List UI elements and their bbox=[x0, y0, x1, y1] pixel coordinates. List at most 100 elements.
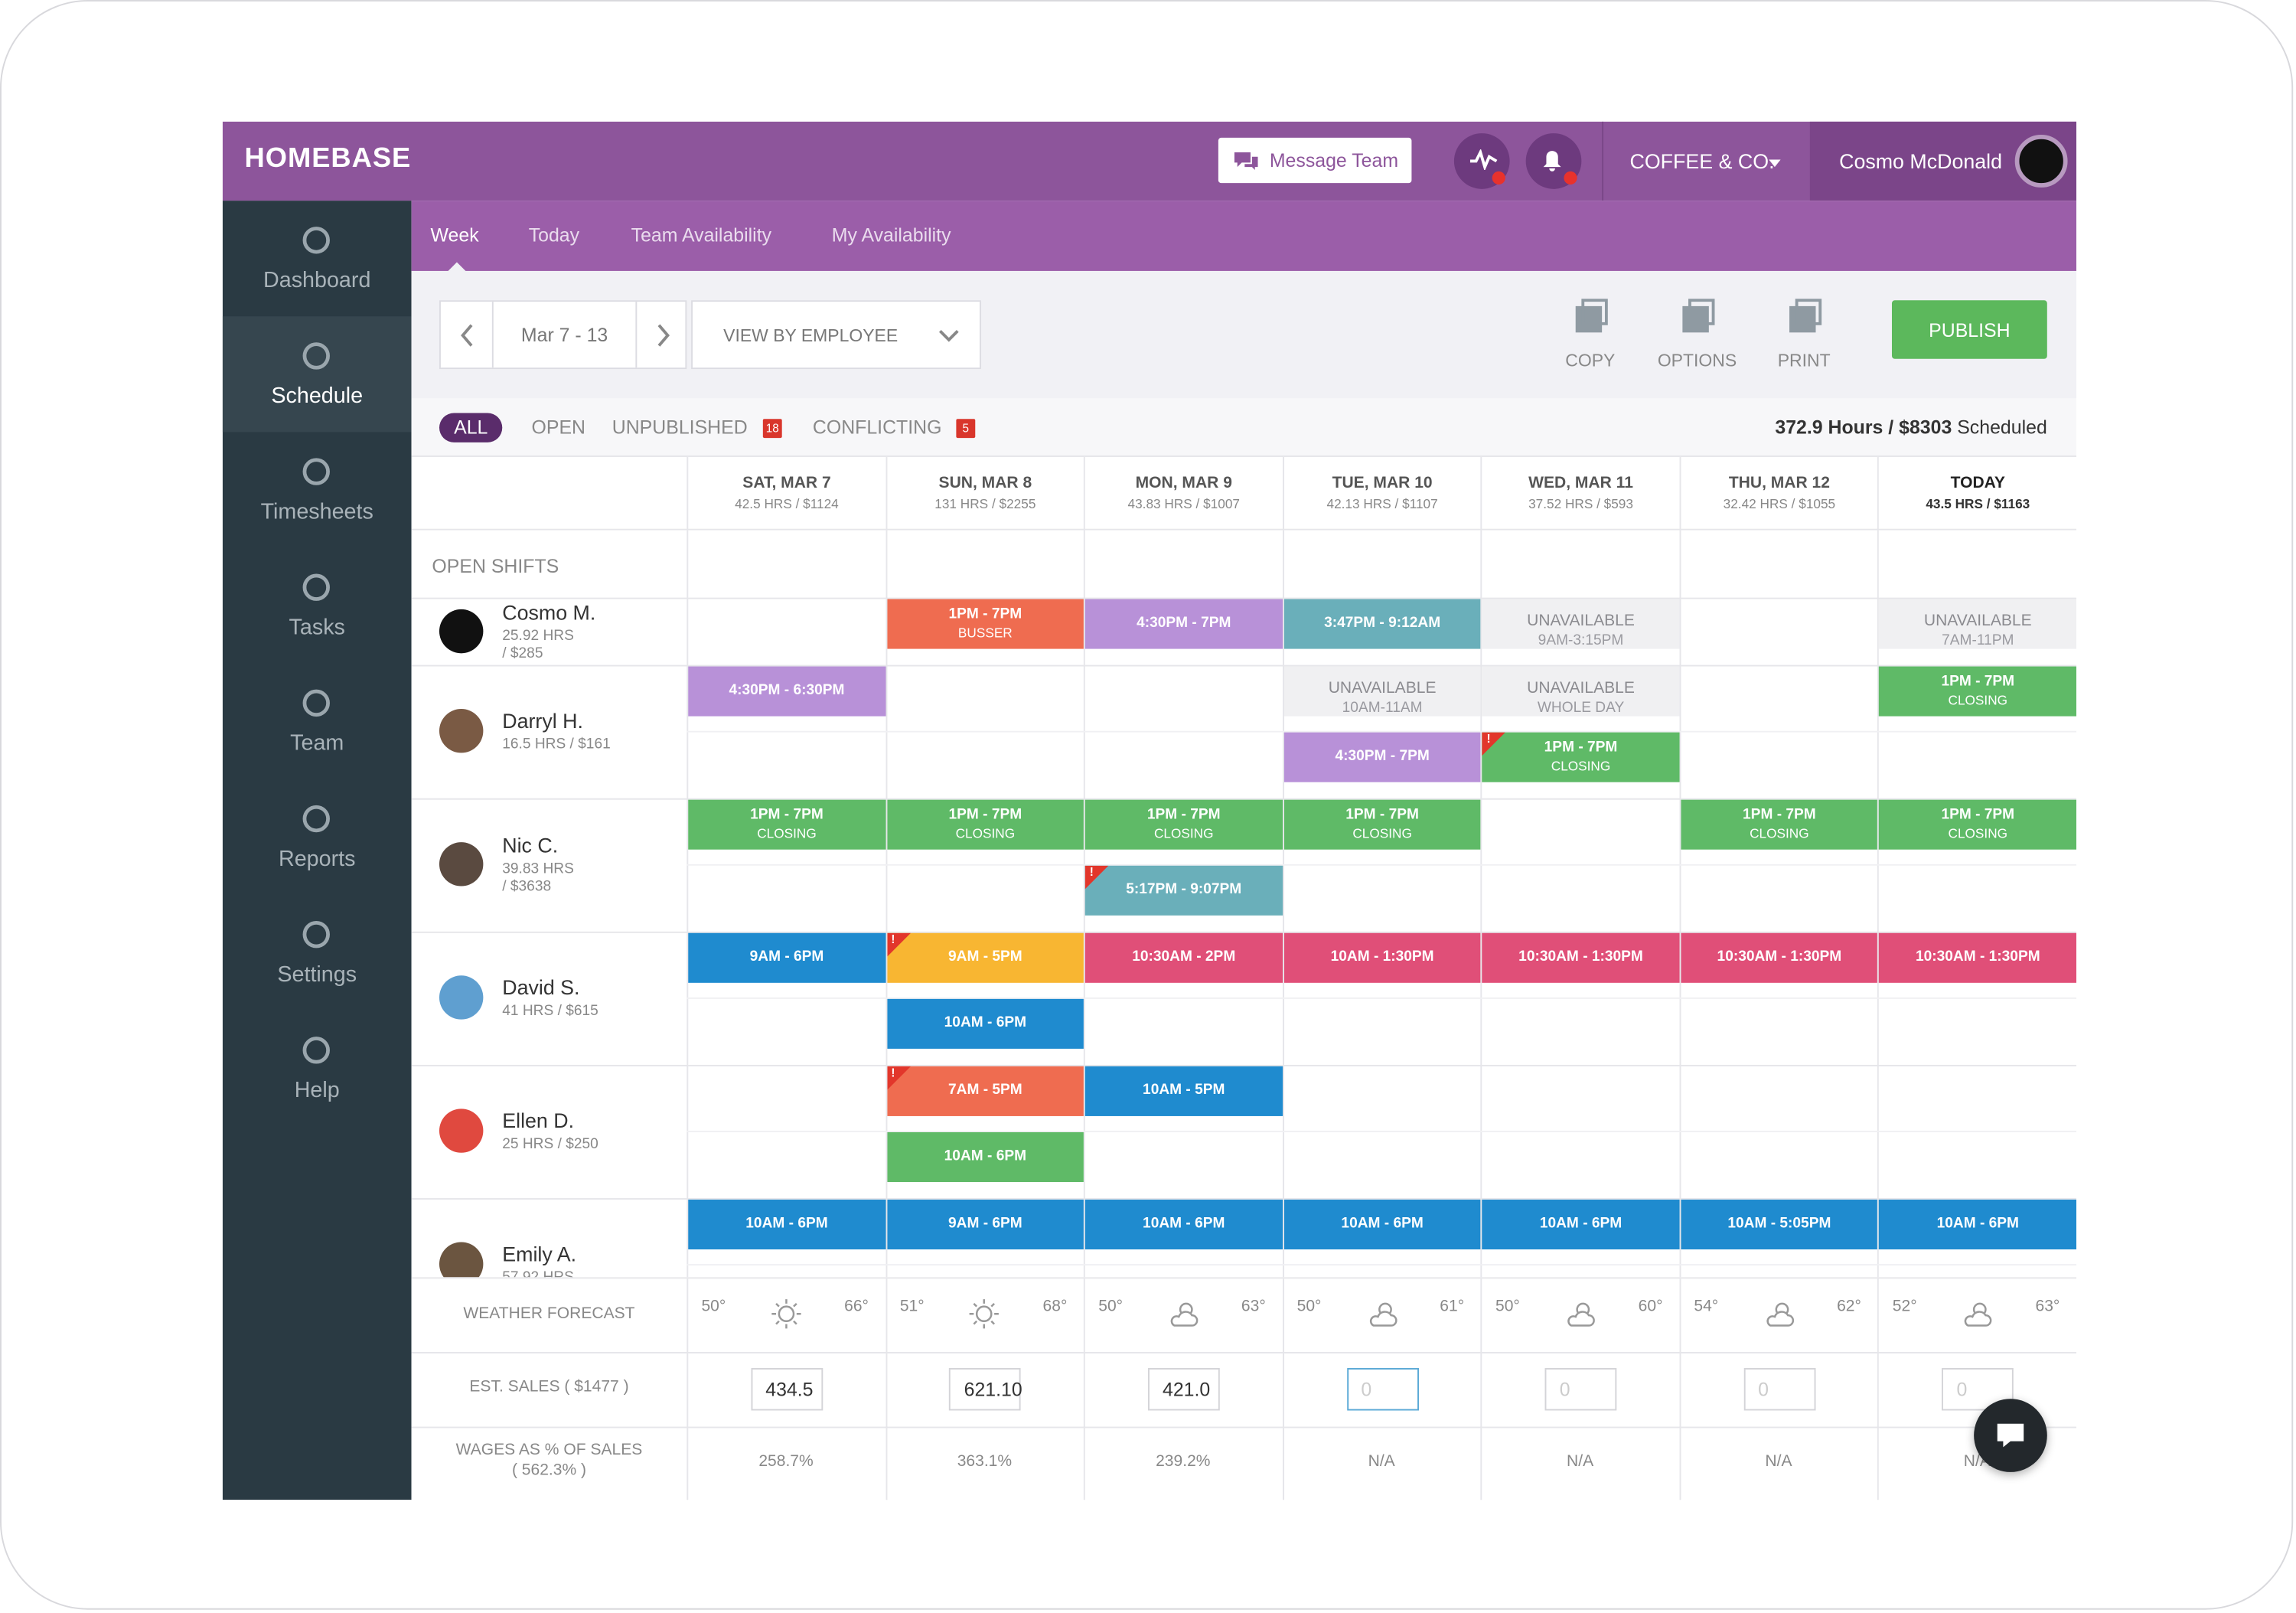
view-select[interactable]: VIEW BY EMPLOYEE bbox=[691, 300, 981, 370]
shift-block[interactable]: UNAVAILABLE WHOLE DAY bbox=[1482, 665, 1680, 716]
filter-option[interactable]: ALL bbox=[439, 413, 503, 442]
toolbar: Mar 7 - 13 VIEW BY EMPLOYEE COPY OPTIONS PRI… bbox=[411, 270, 2077, 399]
shift-block[interactable]: 9AM - 5PM! bbox=[886, 932, 1084, 982]
sales-input[interactable]: 621.10 bbox=[949, 1368, 1022, 1411]
user-area[interactable]: Cosmo McDonald bbox=[1809, 121, 2077, 201]
shift-block[interactable]: 10AM - 6PM bbox=[1482, 1199, 1680, 1249]
nav-item[interactable]: Dashboard bbox=[223, 201, 412, 316]
shift-block[interactable]: 10AM - 6PM bbox=[886, 1131, 1084, 1183]
sales-input[interactable]: 421.0 bbox=[1147, 1368, 1220, 1411]
toolbar-action[interactable]: PRINT bbox=[1760, 297, 1848, 377]
shift-time: 10:30AM - 2PM bbox=[1132, 948, 1236, 965]
shift-block[interactable]: 10:30AM - 2PM bbox=[1085, 932, 1283, 982]
shift-block[interactable]: 10AM - 1:30PM bbox=[1283, 932, 1481, 982]
shift-time: UNAVAILABLE bbox=[1527, 678, 1635, 697]
sales-input[interactable]: 0 bbox=[1743, 1368, 1815, 1411]
employee-stats: 41 HRS / $615 bbox=[502, 1003, 598, 1020]
shift-block[interactable]: 10AM - 6PM bbox=[886, 998, 1084, 1049]
nav-icon bbox=[300, 1034, 332, 1074]
shift-block[interactable]: 10AM - 6PM bbox=[1283, 1199, 1481, 1249]
nav-item[interactable]: Team bbox=[223, 664, 412, 779]
nav-icon bbox=[300, 802, 332, 842]
filter-option[interactable]: UNPUBLISHED bbox=[612, 416, 748, 439]
shift-block[interactable]: 10AM - 6PM bbox=[1085, 1199, 1283, 1249]
weather-icon bbox=[1365, 1298, 1397, 1337]
column-line bbox=[885, 530, 887, 1278]
column-line bbox=[1877, 530, 1880, 1278]
shift-block[interactable]: 5:17PM - 9:07PM! bbox=[1085, 865, 1283, 916]
shift-time: 4:30PM - 7PM bbox=[1137, 615, 1231, 632]
tab[interactable]: Today bbox=[528, 224, 580, 247]
icon bbox=[1541, 149, 1564, 180]
shift-block[interactable]: 10AM - 5:05PM bbox=[1681, 1199, 1878, 1249]
shift-block[interactable]: 1PM - 7PM CLOSING bbox=[688, 798, 885, 849]
tab[interactable]: Week bbox=[430, 224, 479, 247]
shift-block[interactable]: 1PM - 7PM CLOSING bbox=[1879, 798, 2077, 849]
nav-item[interactable]: Reports bbox=[223, 779, 412, 895]
filter-option[interactable]: CONFLICTING bbox=[812, 416, 942, 439]
employee-avatar bbox=[439, 842, 484, 886]
nav-item[interactable]: Schedule bbox=[222, 316, 412, 433]
shift-block[interactable]: 4:30PM - 7PM bbox=[1283, 732, 1481, 782]
shift-block[interactable]: 9AM - 6PM bbox=[886, 1199, 1084, 1249]
toolbar-action[interactable]: OPTIONS bbox=[1653, 297, 1741, 377]
shift-block[interactable]: 10AM - 5PM bbox=[1085, 1065, 1283, 1115]
help-chat-button[interactable] bbox=[1974, 1399, 2047, 1472]
shift-block[interactable]: 10:30AM - 1:30PM bbox=[1879, 932, 2077, 982]
wages-value: 258.7% bbox=[758, 1452, 814, 1471]
filter-option[interactable]: OPEN bbox=[531, 416, 586, 439]
tab[interactable]: Team Availability bbox=[631, 224, 772, 247]
message-icon-graphic bbox=[1234, 152, 1258, 170]
shift-block[interactable]: 1PM - 7PM CLOSING! bbox=[1482, 732, 1680, 782]
nav-item[interactable]: Settings bbox=[223, 895, 412, 1011]
sub-row-line bbox=[687, 997, 2077, 999]
shift-block[interactable]: 10AM - 6PM bbox=[1879, 1199, 2077, 1249]
toolbar-action[interactable]: COPY bbox=[1546, 297, 1634, 377]
column-line bbox=[1084, 1278, 1086, 1500]
sales-input[interactable]: 434.5 bbox=[751, 1368, 823, 1411]
sales-input[interactable]: 0 bbox=[1346, 1368, 1419, 1411]
tab[interactable]: My Availability bbox=[831, 224, 951, 247]
shift-block[interactable]: 3:47PM - 9:12AM bbox=[1283, 599, 1481, 649]
icon-graphic bbox=[1543, 151, 1561, 171]
shift-block[interactable]: 1PM - 7PM BUSSER bbox=[886, 599, 1084, 649]
shift-block[interactable]: UNAVAILABLE 7AM-11PM bbox=[1879, 599, 2077, 649]
shift-time: UNAVAILABLE bbox=[1923, 612, 2032, 630]
publish-button[interactable]: PUBLISH bbox=[1891, 300, 2047, 359]
shift-block[interactable]: 9AM - 6PM bbox=[688, 932, 885, 982]
shift-block[interactable]: 10:30AM - 1:30PM bbox=[1482, 932, 1680, 982]
next-week[interactable] bbox=[635, 302, 687, 368]
shift-block[interactable]: UNAVAILABLE 9AM-3:15PM bbox=[1482, 599, 1680, 649]
sales-input[interactable]: 0 bbox=[1544, 1368, 1617, 1411]
notification-button[interactable] bbox=[1453, 133, 1510, 189]
employee-stats: 25 HRS / $250 bbox=[502, 1136, 598, 1153]
shift-block[interactable]: UNAVAILABLE 10AM-11AM bbox=[1283, 665, 1481, 716]
shift-block[interactable]: 1PM - 7PM CLOSING bbox=[886, 798, 1084, 849]
prev-week[interactable] bbox=[441, 302, 494, 368]
nav-icon-graphic bbox=[302, 458, 330, 485]
column-line bbox=[885, 1278, 887, 1500]
notification-button[interactable] bbox=[1525, 133, 1582, 189]
top-bar: HOMEBASE Message Team COFFEE & CO. Cosmo Mc… bbox=[222, 121, 2077, 201]
row-line bbox=[411, 797, 2077, 799]
nav-item[interactable]: Tasks bbox=[223, 548, 412, 664]
shift-block[interactable]: 4:30PM - 6:30PM bbox=[688, 665, 885, 716]
message-icon bbox=[1233, 149, 1259, 177]
shift-block[interactable]: 4:30PM - 7PM bbox=[1085, 599, 1283, 649]
company-menu[interactable]: COFFEE & CO. bbox=[1629, 149, 1775, 173]
employee-stats: 39.83 HRS bbox=[502, 861, 574, 878]
wages-value: N/A bbox=[1368, 1452, 1395, 1471]
shift-block[interactable]: 1PM - 7PM CLOSING bbox=[1879, 665, 2077, 716]
nav-item[interactable]: Help bbox=[223, 1011, 412, 1126]
shift-block[interactable]: 7AM - 5PM! bbox=[886, 1065, 1084, 1115]
weather-label: WEATHER FORECAST bbox=[463, 1304, 635, 1323]
nav-item[interactable]: Timesheets bbox=[223, 432, 412, 547]
shift-block[interactable]: 1PM - 7PM CLOSING bbox=[1681, 798, 1878, 849]
shift-time: 1PM - 7PM bbox=[948, 806, 1022, 823]
message-team-button[interactable]: Message Team bbox=[1218, 137, 1412, 184]
shift-block[interactable]: 10AM - 6PM bbox=[688, 1199, 885, 1249]
shift-block[interactable]: 1PM - 7PM CLOSING bbox=[1085, 798, 1283, 849]
shift-block[interactable]: 10:30AM - 1:30PM bbox=[1681, 932, 1878, 982]
shift-block[interactable]: 1PM - 7PM CLOSING bbox=[1283, 798, 1481, 849]
